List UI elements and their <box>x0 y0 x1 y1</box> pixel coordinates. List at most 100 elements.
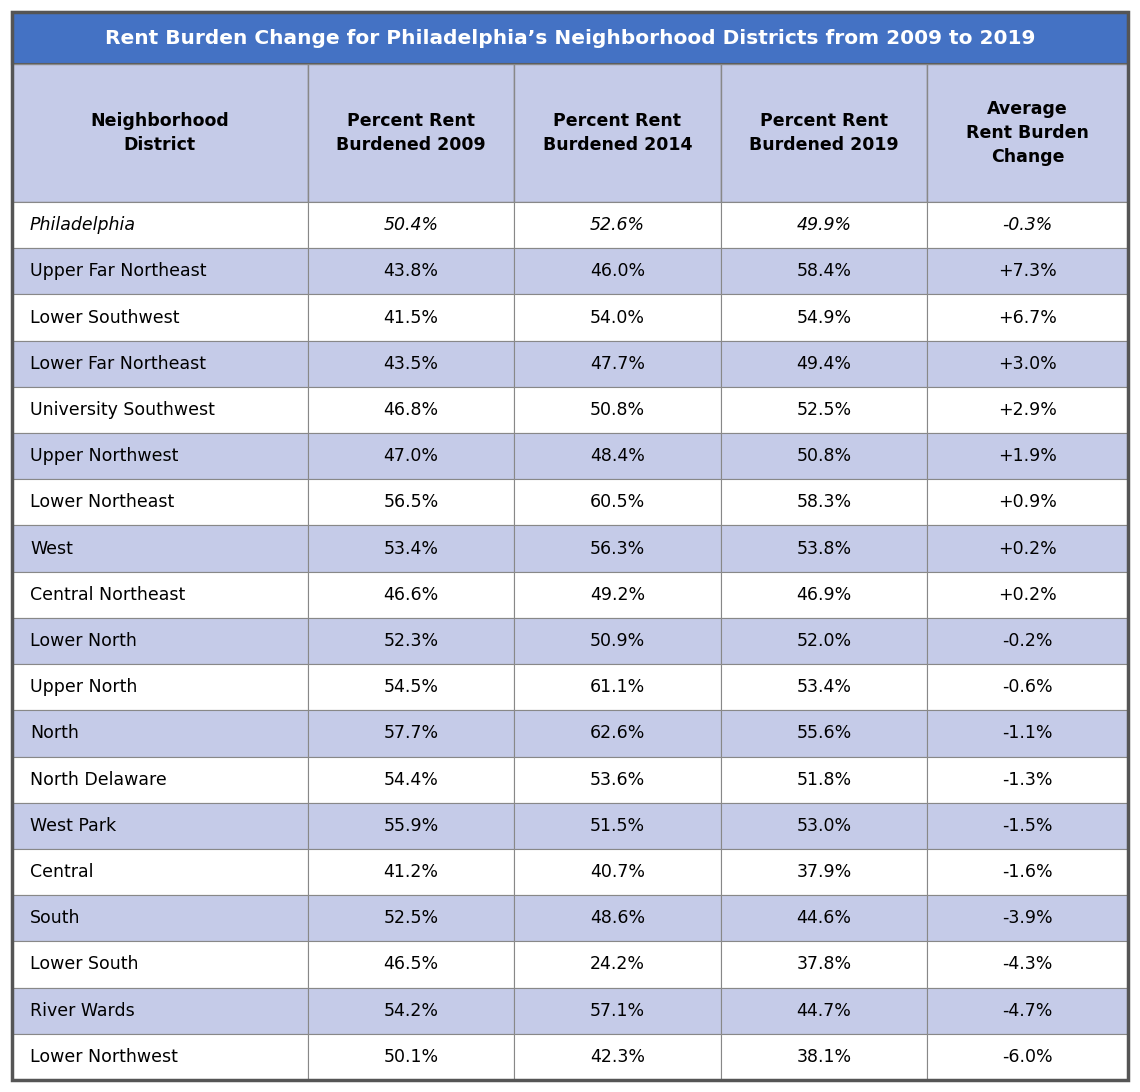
Text: 53.8%: 53.8% <box>797 539 852 558</box>
Bar <box>308 248 514 295</box>
Bar <box>720 710 927 757</box>
Text: -4.7%: -4.7% <box>1002 1001 1052 1020</box>
Bar <box>13 295 308 341</box>
Text: 52.6%: 52.6% <box>589 216 645 234</box>
Bar <box>720 1034 927 1080</box>
Text: 60.5%: 60.5% <box>589 494 645 511</box>
Bar <box>514 525 720 572</box>
Text: 49.2%: 49.2% <box>589 585 645 604</box>
Bar <box>308 341 514 387</box>
Bar <box>308 295 514 341</box>
Text: 49.4%: 49.4% <box>797 355 852 372</box>
Bar <box>927 572 1127 618</box>
Text: -3.9%: -3.9% <box>1002 910 1053 927</box>
Text: Central Northeast: Central Northeast <box>30 585 185 604</box>
Text: 38.1%: 38.1% <box>797 1048 852 1066</box>
Bar <box>720 202 927 248</box>
Text: 56.5%: 56.5% <box>383 494 439 511</box>
Bar <box>308 64 514 202</box>
Text: 49.9%: 49.9% <box>797 216 852 234</box>
Text: 37.9%: 37.9% <box>796 863 852 881</box>
Bar <box>927 295 1127 341</box>
Text: North: North <box>30 724 79 743</box>
Text: -1.6%: -1.6% <box>1002 863 1053 881</box>
Text: 55.6%: 55.6% <box>796 724 852 743</box>
Text: -1.5%: -1.5% <box>1002 817 1053 835</box>
Text: 50.8%: 50.8% <box>797 447 852 465</box>
Text: 62.6%: 62.6% <box>589 724 645 743</box>
Text: 57.7%: 57.7% <box>383 724 439 743</box>
Bar <box>514 664 720 710</box>
Bar <box>514 895 720 941</box>
Bar <box>13 572 308 618</box>
Bar <box>514 248 720 295</box>
Bar <box>720 572 927 618</box>
Text: 54.9%: 54.9% <box>797 309 852 327</box>
Text: 50.9%: 50.9% <box>589 632 645 650</box>
Text: 52.5%: 52.5% <box>383 910 439 927</box>
Bar <box>13 895 308 941</box>
Bar <box>13 757 308 803</box>
Text: Lower Northeast: Lower Northeast <box>30 494 174 511</box>
Bar <box>720 525 927 572</box>
Bar <box>308 757 514 803</box>
Text: Central: Central <box>30 863 93 881</box>
Bar <box>927 987 1127 1034</box>
Text: +0.2%: +0.2% <box>999 585 1057 604</box>
Text: 51.5%: 51.5% <box>589 817 645 835</box>
Bar <box>514 848 720 895</box>
Text: 52.0%: 52.0% <box>797 632 852 650</box>
Text: +0.2%: +0.2% <box>999 539 1057 558</box>
Bar <box>13 803 308 848</box>
Text: Percent Rent
Burdened 2019: Percent Rent Burdened 2019 <box>749 112 898 154</box>
Text: 46.0%: 46.0% <box>589 262 645 281</box>
Bar <box>720 941 927 987</box>
Bar <box>13 941 308 987</box>
Bar <box>308 895 514 941</box>
Text: 43.5%: 43.5% <box>383 355 439 372</box>
Text: Lower North: Lower North <box>30 632 137 650</box>
Bar <box>308 479 514 525</box>
Text: 54.4%: 54.4% <box>383 771 439 788</box>
Text: 53.4%: 53.4% <box>797 678 852 697</box>
Text: Neighborhood
District: Neighborhood District <box>90 112 229 154</box>
Text: 52.5%: 52.5% <box>797 401 852 419</box>
Text: +6.7%: +6.7% <box>999 309 1057 327</box>
Bar <box>720 895 927 941</box>
Bar <box>514 803 720 848</box>
Text: River Wards: River Wards <box>30 1001 135 1020</box>
Bar <box>308 987 514 1034</box>
Text: 40.7%: 40.7% <box>589 863 645 881</box>
Bar <box>514 64 720 202</box>
Bar <box>927 895 1127 941</box>
Text: Upper Northwest: Upper Northwest <box>30 447 178 465</box>
Text: +0.9%: +0.9% <box>999 494 1057 511</box>
Bar <box>927 848 1127 895</box>
Bar <box>720 341 927 387</box>
Text: 51.8%: 51.8% <box>797 771 852 788</box>
Bar <box>720 664 927 710</box>
Bar <box>514 1034 720 1080</box>
Bar <box>927 248 1127 295</box>
Bar <box>514 295 720 341</box>
Bar <box>927 341 1127 387</box>
Text: -0.6%: -0.6% <box>1002 678 1053 697</box>
Bar <box>13 987 308 1034</box>
Text: +2.9%: +2.9% <box>999 401 1057 419</box>
Bar <box>13 664 308 710</box>
Bar <box>514 434 720 479</box>
Bar <box>514 710 720 757</box>
Text: 37.8%: 37.8% <box>797 956 852 973</box>
Bar <box>13 618 308 664</box>
Text: South: South <box>30 910 81 927</box>
Bar <box>514 479 720 525</box>
Text: -1.1%: -1.1% <box>1002 724 1053 743</box>
Text: 54.5%: 54.5% <box>383 678 439 697</box>
Bar <box>927 757 1127 803</box>
Text: Percent Rent
Burdened 2014: Percent Rent Burdened 2014 <box>543 112 692 154</box>
Text: 58.4%: 58.4% <box>797 262 852 281</box>
Bar <box>308 618 514 664</box>
Bar <box>927 387 1127 434</box>
Text: Lower Northwest: Lower Northwest <box>30 1048 178 1066</box>
Bar <box>13 387 308 434</box>
